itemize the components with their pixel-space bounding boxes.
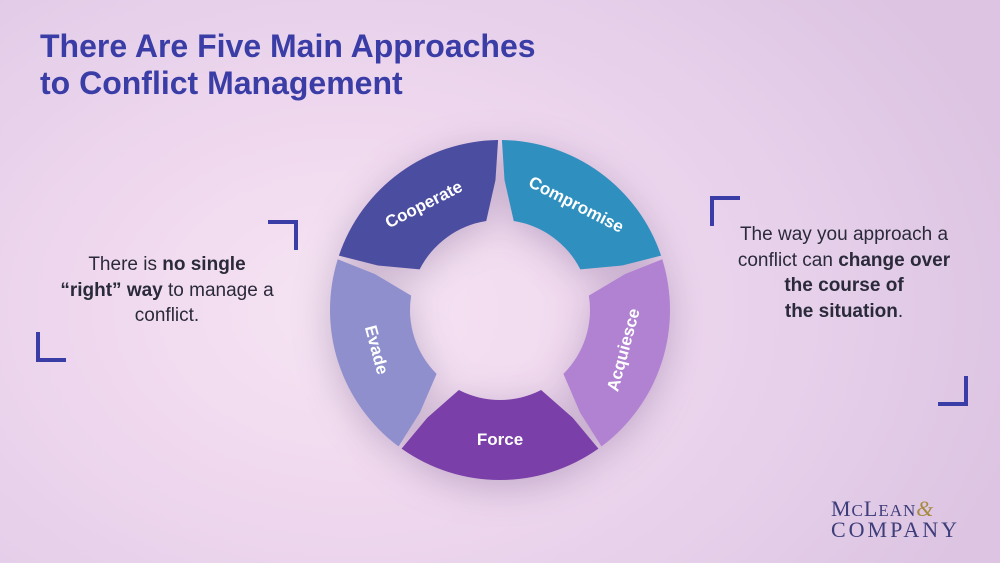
right-bracket-top [710, 196, 740, 226]
right-callout: The way you approach a conflict can chan… [726, 222, 962, 325]
left-callout: There is no single “right” way to manage… [56, 252, 278, 329]
donut-chart: CooperateCompromiseAcquiesceForceEvade [330, 140, 670, 480]
segment-label-force: Force [477, 430, 523, 450]
page-title: There Are Five Main Approachesto Conflic… [40, 28, 536, 102]
left-callout-pre: There is [88, 254, 162, 275]
brand-logo: MCLEAN& COMPANY [831, 499, 960, 541]
left-bracket-top [268, 220, 298, 250]
right-bracket-bottom [938, 376, 968, 406]
donut-svg [330, 140, 670, 480]
right-callout-post: . [898, 301, 903, 322]
logo-line2: COMPANY [831, 520, 960, 541]
left-bracket-bottom [36, 332, 66, 362]
